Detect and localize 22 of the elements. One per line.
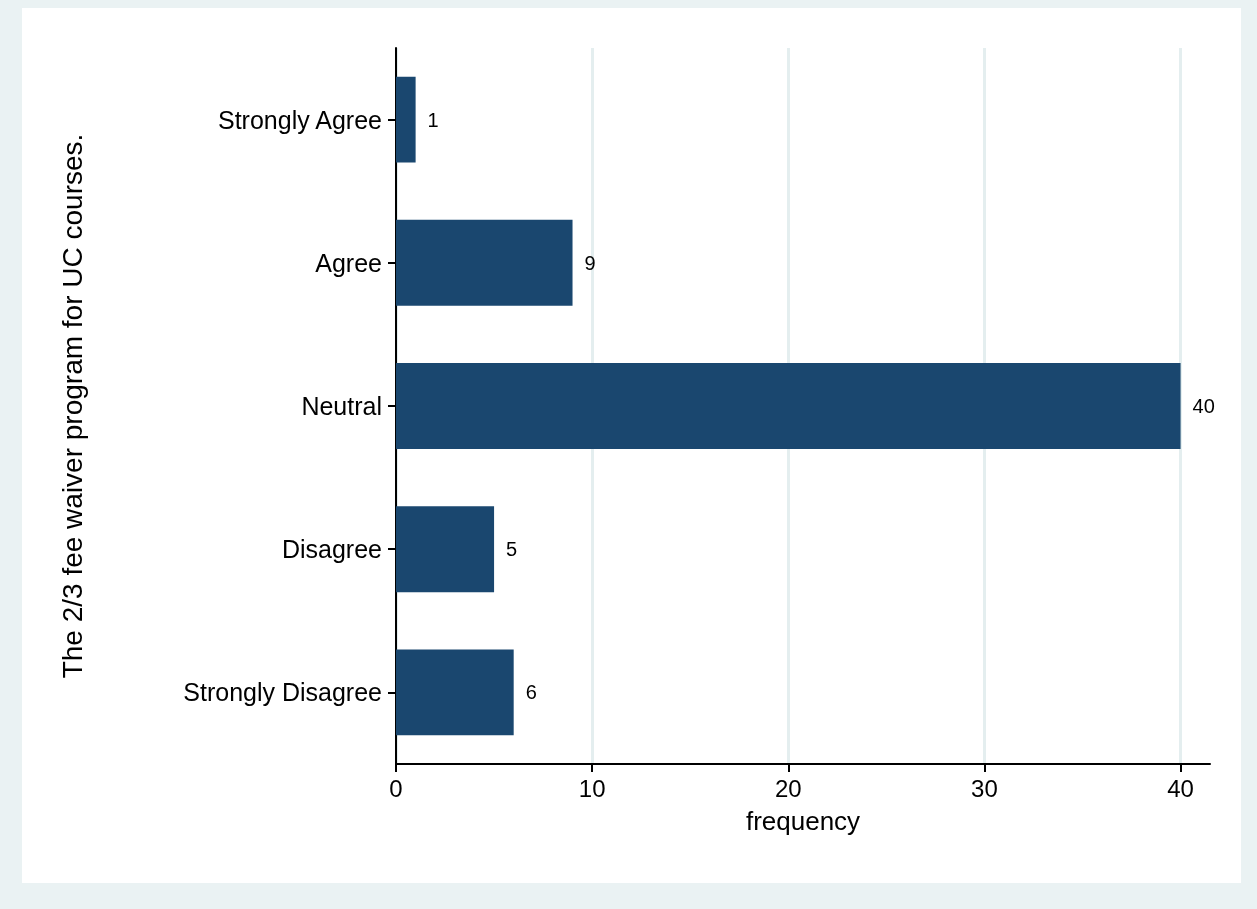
y-tick-label: Disagree xyxy=(281,535,382,564)
x-tick-label: 40 xyxy=(1167,774,1194,802)
y-tick-label: Strongly Disagree xyxy=(183,678,382,707)
x-tick-label: 30 xyxy=(971,774,998,802)
y-axis-title: The 2/3 fee waiver program for UC courses. xyxy=(56,133,88,679)
data-label: 5 xyxy=(506,538,518,561)
bar xyxy=(396,649,514,736)
x-tick-label: 20 xyxy=(774,774,802,802)
bar xyxy=(396,363,1181,449)
y-tick-label: Neutral xyxy=(301,392,382,420)
x-axis-title: frequency xyxy=(745,806,861,836)
x-tick-label: 10 xyxy=(578,774,606,802)
data-label: 1 xyxy=(427,108,439,131)
y-tick-label: Agree xyxy=(315,248,382,277)
y-tick-label: Strongly Agree xyxy=(218,105,382,134)
bar xyxy=(396,219,573,306)
x-tick-label: 0 xyxy=(389,774,403,802)
data-label: 6 xyxy=(525,681,537,704)
data-label: 40 xyxy=(1192,395,1215,417)
bar xyxy=(396,76,416,163)
bar xyxy=(396,506,495,593)
data-label: 9 xyxy=(584,251,596,274)
